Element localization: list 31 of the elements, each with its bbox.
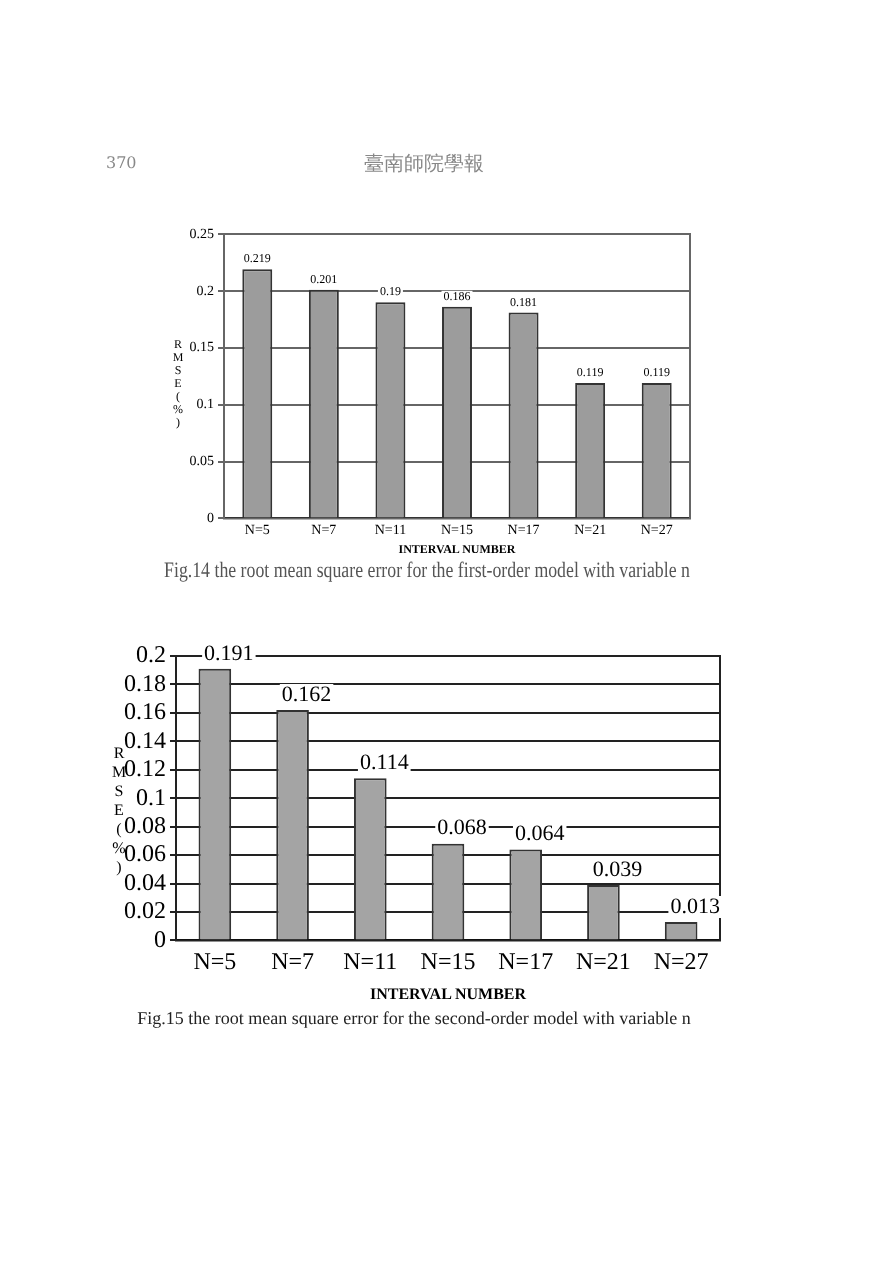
y-tick-label: 0.04: [124, 867, 166, 896]
x-tick-label: N=17: [498, 947, 554, 976]
data-label: 0.064: [514, 822, 566, 847]
x-tick-label: N=21: [575, 947, 631, 976]
data-label: 0.039: [592, 857, 644, 882]
y-tick-label: 0.1: [136, 782, 166, 811]
y-tick-label: 0.02: [124, 896, 166, 925]
data-label: 0.191: [204, 641, 254, 666]
x-tick-label: N=7: [271, 947, 315, 976]
text: 370: [106, 154, 137, 172]
y-tick-label: 0: [154, 924, 166, 953]
data-label: 0.068: [437, 816, 488, 841]
x-tick-label: N=15: [420, 947, 476, 976]
x-axis-title: INTERVAL NUMBER: [369, 984, 527, 1003]
y-tick-label: 0.16: [124, 697, 166, 726]
y-tick-label: 0.12: [124, 754, 166, 783]
data-label: 0.013: [670, 894, 721, 919]
y-tick-label: 0.2: [136, 640, 166, 669]
x-tick-label: N=27: [653, 947, 709, 976]
y-axis-title: RMSE(%): [110, 744, 128, 877]
y-tick-label: 0.18: [124, 668, 166, 697]
y-tick-label: 0.14: [124, 725, 166, 754]
x-tick-label: N=11: [343, 947, 398, 976]
text: Fig.14 the root mean square error for the first-order model with variable n: [164, 558, 690, 584]
y-tick-label: 0.08: [124, 810, 166, 839]
x-tick-label: N=5: [193, 947, 237, 976]
y-tick-label: 0.06: [124, 839, 166, 868]
data-label: 0.114: [359, 751, 410, 776]
text: 臺南師院學報: [364, 151, 484, 178]
text: Fig.15 the root mean square error for the second-order model with variable n: [137, 1007, 692, 1028]
data-label: 0.162: [281, 682, 332, 707]
